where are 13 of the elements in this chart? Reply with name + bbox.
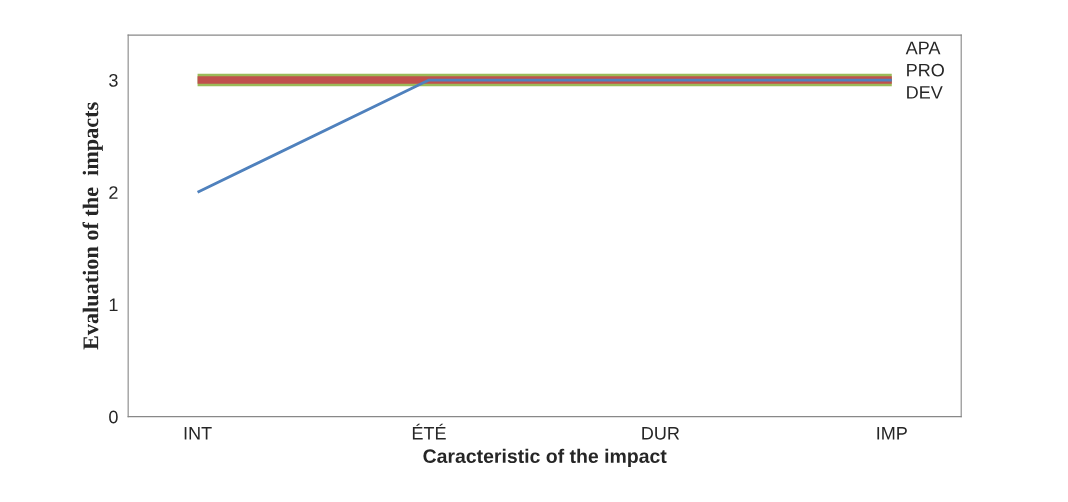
x-tick-label: IMP — [877, 427, 907, 440]
y-tick-label: 2 — [109, 186, 118, 199]
series-label: DEV — [907, 86, 943, 99]
y-axis-title: Evaluation of the impacts — [82, 102, 103, 350]
y-tick-label: 0 — [109, 410, 118, 424]
series-label: APA — [905, 41, 941, 55]
y-tick-label: 3 — [109, 73, 118, 87]
x-tick-label: INT — [184, 427, 212, 440]
x-tick-label: DUR — [642, 427, 680, 440]
x-axis-title: Caracteristic of the impact — [423, 448, 667, 467]
y-tick-label: 1 — [109, 298, 118, 311]
series-label: PRO — [907, 63, 944, 77]
x-tick-label: ÉTÉ — [412, 423, 446, 440]
